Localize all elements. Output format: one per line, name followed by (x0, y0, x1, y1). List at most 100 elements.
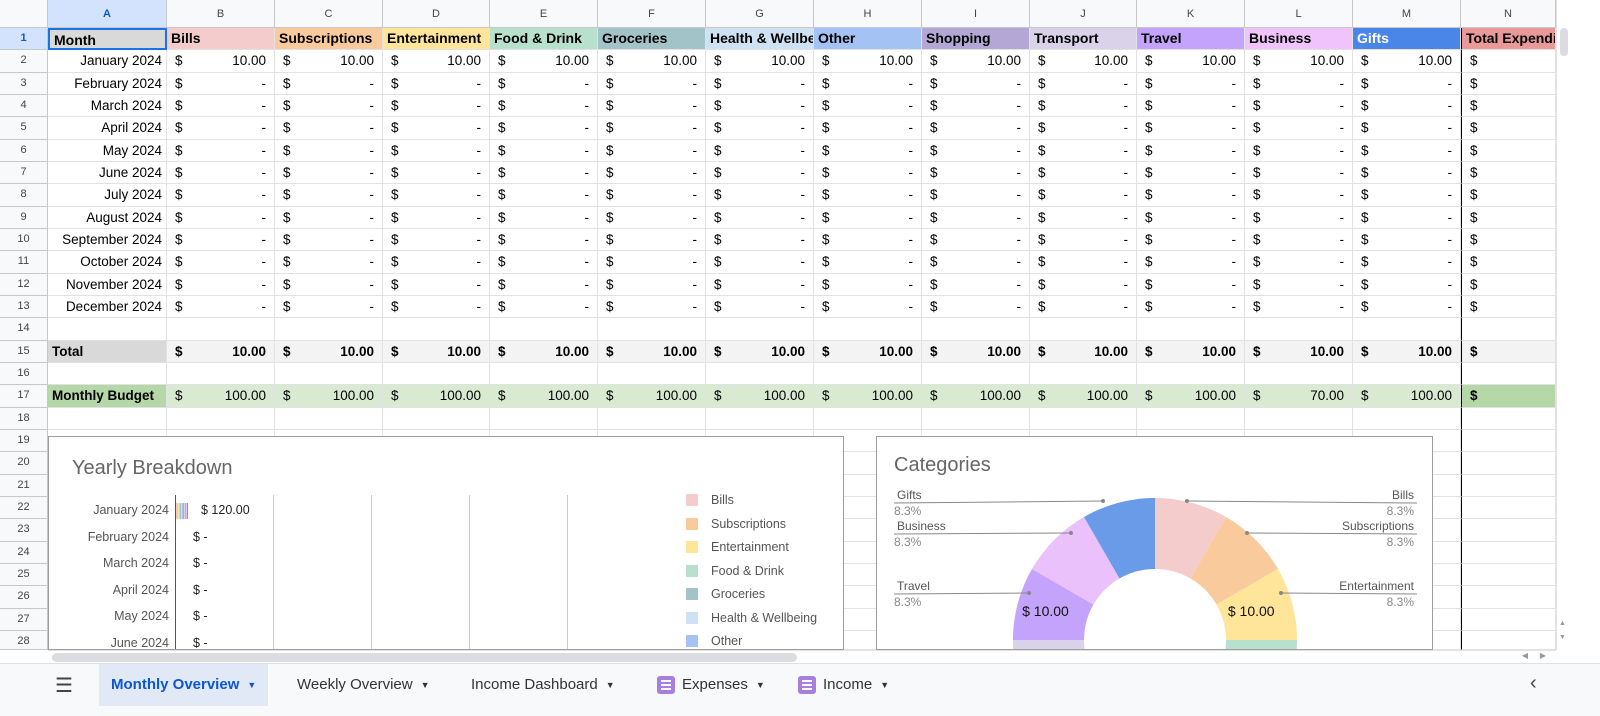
value-cell[interactable]: $- (814, 117, 922, 140)
legend-item[interactable]: Entertainment (686, 540, 789, 554)
grid-cell[interactable] (490, 407, 598, 430)
bar-segment[interactable] (183, 503, 184, 519)
grid-cell[interactable] (1245, 362, 1353, 386)
value-cell[interactable]: $100.00 (383, 385, 490, 408)
value-cell[interactable]: $- (1030, 94, 1137, 118)
value-cell[interactable]: $- (383, 206, 490, 229)
value-cell[interactable]: $- (814, 94, 922, 118)
row-header-4[interactable]: 4 (0, 94, 48, 118)
month-label[interactable]: January 2024 (48, 50, 167, 73)
value-cell[interactable]: $100.00 (922, 385, 1030, 408)
value-cell[interactable]: $100.00 (275, 385, 383, 408)
collapse-tabs-icon[interactable]: ‹ (1530, 672, 1537, 694)
value-cell[interactable]: $- (706, 228, 814, 252)
value-cell[interactable]: $- (1461, 161, 1556, 185)
month-label[interactable]: December 2024 (48, 295, 167, 319)
grid-cell[interactable] (1353, 318, 1461, 341)
row-header-13[interactable]: 13 (0, 295, 48, 319)
value-cell[interactable]: $- (1245, 94, 1353, 118)
value-cell[interactable]: $- (922, 117, 1030, 140)
value-cell[interactable]: $10.00 (383, 50, 490, 73)
value-cell[interactable]: $- (167, 161, 275, 185)
chevron-down-icon[interactable]: ▼ (247, 680, 257, 691)
value-cell[interactable]: $100.00 (706, 385, 814, 408)
value-cell[interactable]: $10.00 (1137, 340, 1245, 363)
value-cell[interactable]: $- (383, 139, 490, 162)
value-cell[interactable]: $10.00 (383, 340, 490, 363)
sheet-tab-monthly-overview[interactable]: Monthly Overview ▼ (99, 664, 269, 706)
value-cell[interactable]: $- (1461, 273, 1556, 296)
value-cell[interactable]: $- (814, 72, 922, 95)
value-cell[interactable]: $- (1030, 161, 1137, 185)
value-cell[interactable]: $- (1245, 161, 1353, 185)
bar-segment[interactable] (181, 503, 182, 519)
grid-cell[interactable] (490, 362, 598, 386)
value-cell[interactable]: $- (922, 251, 1030, 274)
column-header-l[interactable]: L (1245, 0, 1353, 28)
grid-cell[interactable] (598, 407, 706, 430)
row-header-17[interactable]: 17 (0, 385, 48, 408)
value-cell[interactable]: $- (275, 228, 383, 252)
value-cell[interactable]: $- (1461, 139, 1556, 162)
chevron-down-icon[interactable]: ▼ (755, 680, 765, 691)
value-cell[interactable]: $10.00 (1353, 50, 1461, 73)
value-cell[interactable]: $- (275, 117, 383, 140)
legend-item[interactable]: Health & Wellbeing (686, 611, 817, 625)
bar-segment[interactable] (180, 503, 181, 519)
grid-cell[interactable] (1461, 496, 1556, 520)
value-cell[interactable]: $10.00 (814, 50, 922, 73)
value-cell[interactable]: $- (1353, 94, 1461, 118)
value-cell[interactable]: $- (275, 139, 383, 162)
value-cell[interactable]: $10.00 (1245, 50, 1353, 73)
value-cell[interactable]: $- (1353, 206, 1461, 229)
row-header-14[interactable]: 14 (0, 318, 48, 341)
bar-segment[interactable] (184, 503, 185, 519)
value-cell[interactable]: $- (922, 273, 1030, 296)
value-cell[interactable]: $- (1461, 72, 1556, 95)
value-cell[interactable]: $- (1353, 161, 1461, 185)
row-header-21[interactable]: 21 (0, 474, 48, 497)
grid-cell[interactable] (275, 318, 383, 341)
header-cell-other[interactable]: Other (814, 28, 922, 51)
value-cell[interactable]: $- (598, 139, 706, 162)
value-cell[interactable]: $- (706, 139, 814, 162)
value-cell[interactable]: $10.00 (490, 340, 598, 363)
month-label[interactable]: September 2024 (48, 228, 167, 252)
sheet-tab-income[interactable]: Income ▼ (786, 664, 901, 706)
row-header-3[interactable]: 3 (0, 72, 48, 95)
grid-cell[interactable] (383, 362, 490, 386)
value-cell[interactable]: $- (1137, 228, 1245, 252)
column-header-a[interactable]: A (48, 0, 167, 28)
value-cell[interactable]: $- (490, 161, 598, 185)
column-header-b[interactable]: B (167, 0, 275, 28)
row-header-11[interactable]: 11 (0, 251, 48, 274)
grid-cell[interactable] (922, 318, 1030, 341)
bar-segment[interactable] (177, 503, 178, 519)
value-cell[interactable]: $10.00 (922, 50, 1030, 73)
value-cell[interactable]: $- (706, 184, 814, 207)
value-cell[interactable]: $- (814, 139, 922, 162)
value-cell[interactable]: $10.00 (1353, 340, 1461, 363)
column-header-j[interactable]: J (1030, 0, 1137, 28)
row-header-24[interactable]: 24 (0, 541, 48, 564)
value-cell[interactable]: $- (490, 139, 598, 162)
value-cell[interactable]: $- (1245, 251, 1353, 274)
header-cell-subscriptions[interactable]: Subscriptions (275, 28, 383, 51)
value-cell[interactable]: $- (922, 184, 1030, 207)
grid-cell[interactable] (1461, 541, 1556, 564)
value-cell[interactable]: $- (598, 251, 706, 274)
bar-segment[interactable] (182, 503, 183, 519)
value-cell[interactable]: $- (598, 228, 706, 252)
pie-slice-subscriptions[interactable] (1190, 517, 1279, 605)
value-cell[interactable]: $- (922, 72, 1030, 95)
header-cell-shopping[interactable]: Shopping (922, 28, 1030, 51)
value-cell[interactable]: $- (1137, 184, 1245, 207)
grid-cell[interactable] (1245, 407, 1353, 430)
pie-slice-food-drink[interactable] (1225, 640, 1297, 649)
chevron-down-icon[interactable]: ▼ (605, 680, 615, 691)
value-cell[interactable]: $- (1137, 251, 1245, 274)
value-cell[interactable]: $100.00 (598, 385, 706, 408)
grid-cell[interactable] (598, 362, 706, 386)
value-cell[interactable]: $- (1353, 295, 1461, 319)
row-header-10[interactable]: 10 (0, 228, 48, 252)
